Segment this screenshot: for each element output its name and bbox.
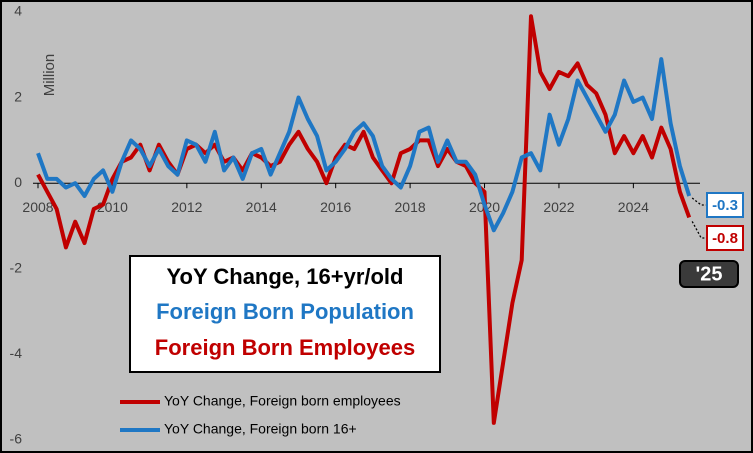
callout-label: -0.8 (712, 230, 738, 247)
callout-box (706, 225, 744, 251)
year-label: '25 (695, 263, 722, 285)
y-axis-label: Million (41, 54, 58, 97)
callout-label: -0.3 (712, 197, 738, 214)
x-tick-label: 2022 (543, 199, 574, 215)
legend-label: YoY Change, Foreign born employees (164, 393, 401, 409)
legend-label: YoY Change, Foreign born 16+ (164, 421, 357, 437)
x-tick-label: 2012 (171, 199, 202, 215)
x-tick-label: 2024 (618, 199, 649, 215)
x-tick-label: 2008 (22, 199, 53, 215)
y-tick-label: -2 (10, 260, 23, 276)
x-tick-label: 2014 (246, 199, 277, 215)
box-subtitle: Foreign Born Employees (155, 335, 415, 360)
x-tick-label: 2018 (395, 199, 426, 215)
year-badge (679, 260, 739, 288)
y-tick-label: 4 (14, 3, 22, 19)
callout-box (706, 192, 744, 218)
x-tick-label: 2016 (320, 199, 351, 215)
y-tick-label: -6 (10, 431, 23, 447)
y-tick-label: 0 (14, 174, 22, 190)
box-title: YoY Change, 16+yr/old (167, 264, 404, 289)
y-tick-label: -4 (10, 345, 23, 361)
y-tick-label: 2 (14, 88, 22, 104)
series-line (36, 57, 692, 233)
box-subtitle: Foreign Born Population (156, 299, 414, 324)
title-box (129, 255, 441, 373)
